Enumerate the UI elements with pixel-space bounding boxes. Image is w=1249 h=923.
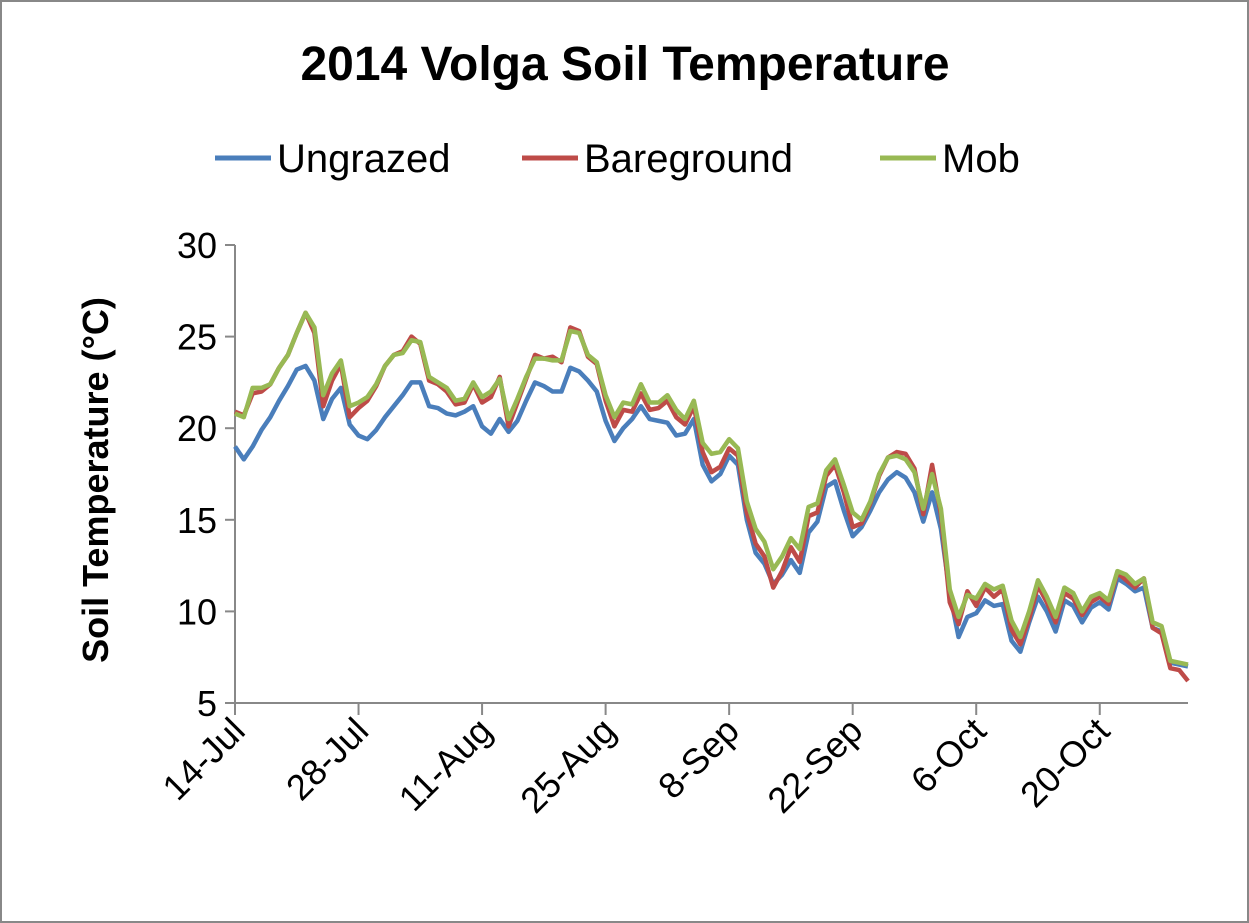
y-tick-label: 15 (177, 500, 217, 541)
series-line (234, 310, 1189, 667)
legend-label: Mob (942, 137, 1020, 181)
y-tick-label: 25 (177, 317, 217, 358)
y-tick-label: 10 (177, 591, 217, 632)
y-tick-label: 30 (177, 225, 217, 266)
y-tick-label: 20 (177, 408, 217, 449)
y-axis-label: Soil Temperature (°C) (75, 297, 116, 663)
legend-label: Bareground (584, 137, 793, 181)
legend-label: Ungrazed (277, 137, 450, 181)
chart-title: 2014 Volga Soil Temperature (300, 38, 949, 91)
y-tick-label: 5 (197, 683, 217, 724)
